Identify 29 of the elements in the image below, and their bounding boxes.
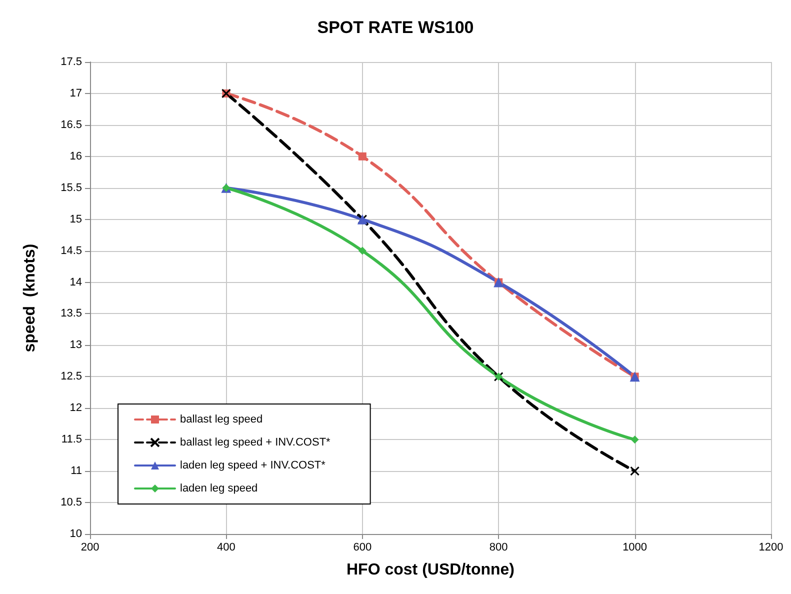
x-tick-label: 1200 bbox=[758, 542, 784, 554]
y-tick-label: 16 bbox=[70, 150, 82, 162]
x-tick-label: 400 bbox=[217, 542, 236, 554]
x-tick-label: 200 bbox=[80, 542, 100, 554]
y-tick-label: 10.5 bbox=[60, 496, 82, 509]
y-tick-label: 15.5 bbox=[60, 182, 82, 194]
x-tick-label: 1000 bbox=[622, 542, 648, 554]
legend-label: laden leg speed bbox=[180, 482, 258, 494]
y-tick-label: 13.5 bbox=[60, 308, 82, 320]
y-tick-label: 17.5 bbox=[60, 56, 82, 68]
x-tick-label: 600 bbox=[353, 542, 372, 554]
y-tick-label: 13 bbox=[70, 339, 82, 352]
y-tick-label: 12.5 bbox=[60, 370, 82, 383]
legend-label: laden leg speed + INV.COST* bbox=[180, 460, 326, 472]
y-tick-label: 17 bbox=[70, 87, 82, 100]
y-tick-label: 10 bbox=[70, 528, 82, 540]
x-axis-title: HFO cost (USD/tonne) bbox=[346, 562, 514, 578]
legend-label: ballast leg speed bbox=[180, 414, 263, 426]
legend-label: ballast leg speed + INV.COST* bbox=[180, 436, 332, 448]
x-tick-label: 800 bbox=[489, 542, 508, 554]
chart-title: SPOT RATE WS100 bbox=[317, 18, 474, 37]
y-tick-label: 12 bbox=[70, 402, 82, 414]
y-tick-label: 16.5 bbox=[60, 118, 82, 131]
y-tick-label: 15 bbox=[70, 213, 82, 226]
y-tick-label: 11 bbox=[70, 465, 82, 478]
y-tick-label: 14 bbox=[70, 276, 82, 288]
y-tick-label: 11.5 bbox=[61, 434, 82, 446]
y-tick-label: 14.5 bbox=[60, 244, 82, 257]
y-axis-title: speed (knots) bbox=[22, 244, 38, 352]
